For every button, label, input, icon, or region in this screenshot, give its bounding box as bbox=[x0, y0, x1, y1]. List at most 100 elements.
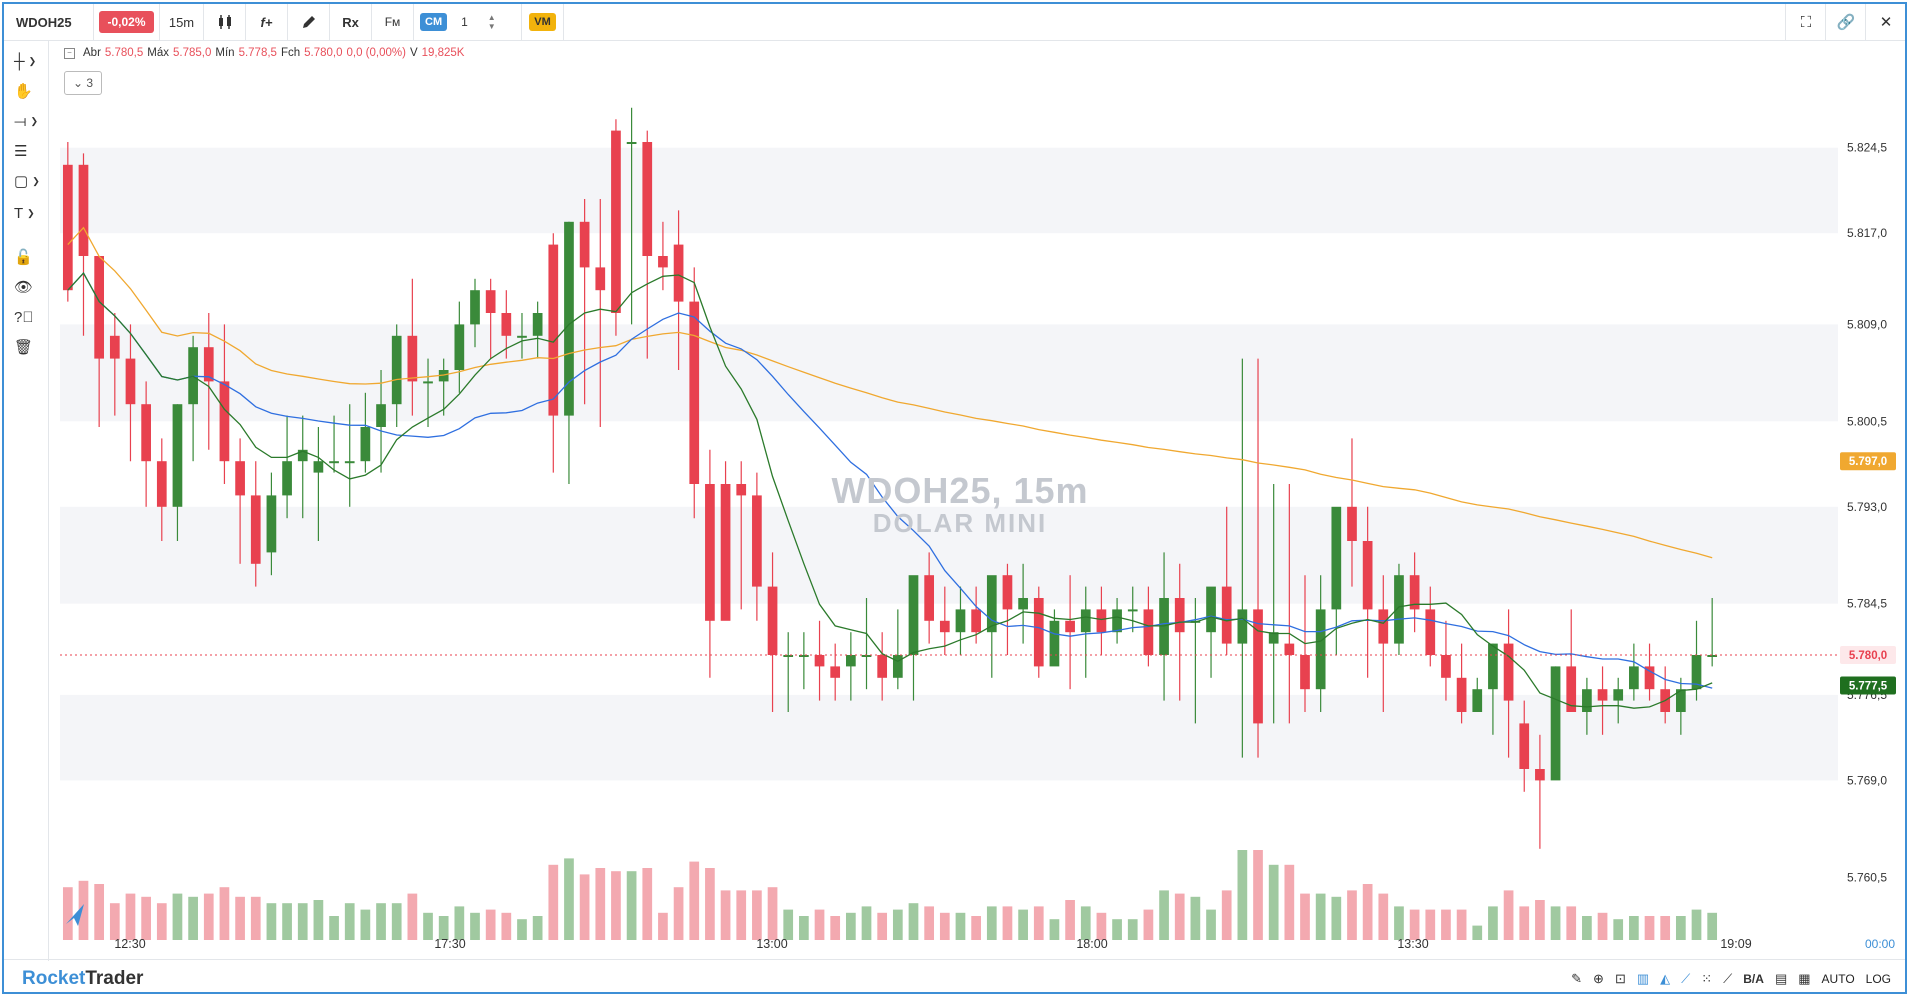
open-value: 5.780,5 bbox=[104, 47, 144, 59]
candle-body bbox=[908, 575, 919, 655]
change-badge: -0,02% bbox=[94, 4, 160, 40]
volume-bar bbox=[1284, 864, 1295, 940]
volume-bar bbox=[1441, 909, 1451, 940]
log-scale-button[interactable]: LOG bbox=[1865, 971, 1891, 986]
price-tick-label: 5.793,0 bbox=[1847, 500, 1887, 514]
symbol-selector[interactable]: WDOH25 bbox=[4, 4, 94, 40]
bid-ask-button[interactable]: B/A bbox=[1743, 971, 1764, 986]
line-icon: ⟞ bbox=[14, 112, 27, 130]
grid-icon[interactable]: ⁙ bbox=[1701, 970, 1713, 986]
volume-bar bbox=[1237, 850, 1248, 940]
candle-body bbox=[1221, 586, 1232, 644]
volume-bar bbox=[407, 893, 418, 940]
delete-tool[interactable]: 🗑 bbox=[14, 337, 40, 357]
volume-bar bbox=[1174, 893, 1185, 940]
shape-tool[interactable]: ▢ ❯ bbox=[14, 173, 40, 190]
price-chart[interactable]: 5.824,5 5.817,0 5.809,0 5.800,5 5.793,0 5.784… bbox=[0, 0, 1913, 955]
candle-body bbox=[1456, 677, 1467, 712]
quantity-stepper[interactable]: ▲ ▼ bbox=[487, 13, 496, 31]
footer-tools: ✎ ⊕ ⊡ ▥ ◭ ⟋ ⁙ ⟋ B/A ▤ ▦ AUTO LOG bbox=[1571, 960, 1891, 997]
candle-body bbox=[532, 313, 543, 336]
hand-tool[interactable]: ✋ bbox=[14, 81, 40, 101]
volume-bar bbox=[282, 903, 292, 940]
timeframe-button[interactable]: 15m bbox=[160, 4, 204, 40]
candle-body bbox=[156, 461, 167, 507]
text-tool[interactable]: T ❯ bbox=[14, 204, 35, 222]
price-tick-label: 5.769,0 bbox=[1847, 773, 1887, 787]
candle-body bbox=[1425, 609, 1436, 655]
candle-body bbox=[1378, 609, 1389, 644]
price-tick-label: 5.809,0 bbox=[1847, 317, 1887, 331]
footer-bar: RocketTrader ✎ ⊕ ⊡ ▥ ◭ ⟋ ⁙ ⟋ B/A ▤ ▦ AUT… bbox=[4, 959, 1905, 997]
volume-bar bbox=[1331, 896, 1342, 940]
volume-bar bbox=[1472, 925, 1483, 940]
cm-button[interactable]: CM bbox=[420, 13, 448, 31]
ruler-icon[interactable]: ✎ bbox=[1571, 970, 1583, 986]
bar-chart-icon[interactable]: ▥ bbox=[1636, 970, 1650, 986]
candle-body bbox=[845, 655, 856, 667]
volume-value: 19,825K bbox=[421, 47, 465, 59]
tape-icon[interactable]: ▦ bbox=[1798, 970, 1811, 986]
candle-body bbox=[1284, 643, 1295, 655]
scale-icon[interactable]: ⟋ bbox=[1723, 970, 1733, 986]
candle-body bbox=[235, 461, 245, 496]
lock-tool[interactable]: 🔓 bbox=[14, 247, 40, 267]
volume-bar bbox=[1409, 909, 1420, 940]
quantity-value[interactable]: 1 bbox=[461, 15, 468, 29]
candle-body bbox=[250, 495, 261, 564]
zoom-icon[interactable]: ⊕ bbox=[1593, 970, 1604, 986]
indicator-collapse-button[interactable]: ⌄ 3 bbox=[64, 71, 102, 95]
volume-bar bbox=[470, 912, 480, 940]
measure-icon[interactable]: ⊡ bbox=[1614, 970, 1626, 986]
visibility-tool[interactable]: 👁 bbox=[14, 277, 40, 297]
volume-bar bbox=[203, 893, 214, 940]
link-button[interactable]: 🔗 bbox=[1825, 4, 1866, 40]
vm-button[interactable]: VM bbox=[529, 13, 556, 31]
help-tool[interactable]: ?⃝ bbox=[14, 307, 40, 327]
rx-button[interactable]: Rx bbox=[330, 4, 372, 40]
candle-body bbox=[501, 313, 512, 336]
volume-bar bbox=[1347, 890, 1357, 940]
candle-body bbox=[1018, 598, 1028, 610]
ma-fast-line bbox=[67, 271, 1713, 709]
volume-bar bbox=[1096, 912, 1107, 940]
auto-scale-button[interactable]: AUTO bbox=[1821, 971, 1855, 986]
volume-bar bbox=[532, 916, 543, 940]
candle-body bbox=[642, 142, 653, 256]
high-label: Máx bbox=[147, 47, 170, 59]
brand-trader: Trader bbox=[85, 967, 144, 989]
fib-tool[interactable]: ☰ bbox=[14, 141, 40, 161]
volume-bar bbox=[564, 858, 574, 940]
draw-button[interactable] bbox=[288, 4, 330, 40]
candle-body bbox=[830, 666, 841, 678]
crosshair-icon: ┼ bbox=[14, 52, 25, 70]
volume-bar bbox=[830, 916, 841, 940]
candle-body bbox=[1597, 689, 1608, 701]
area-chart-icon[interactable]: ◭ bbox=[1660, 970, 1671, 986]
crosshair-tool[interactable]: ┼ ❯ bbox=[14, 52, 37, 70]
volume-bar bbox=[1691, 909, 1702, 940]
close-button[interactable]: ✕ bbox=[1865, 4, 1906, 40]
candle-body bbox=[1394, 575, 1404, 644]
candle-type-button[interactable] bbox=[204, 4, 246, 40]
volume-bar bbox=[266, 903, 277, 940]
candle-body bbox=[673, 244, 684, 302]
line-tool[interactable]: ⟞ ❯ bbox=[14, 112, 38, 130]
candle-body bbox=[752, 495, 762, 587]
trend-chart-icon[interactable]: ⟋ bbox=[1681, 970, 1691, 986]
volume-bar bbox=[454, 906, 465, 940]
candle-body bbox=[282, 461, 292, 496]
rectangle-icon: ▢ bbox=[14, 173, 29, 190]
help-icon: ?⃝ bbox=[14, 308, 34, 326]
book-icon[interactable]: ▤ bbox=[1774, 970, 1788, 986]
time-tick-label: 17:30 bbox=[434, 937, 465, 951]
close-icon: ✕ bbox=[1879, 14, 1893, 31]
fullscreen-button[interactable]: ⛶ bbox=[1785, 4, 1826, 40]
fm-button[interactable]: Fм bbox=[372, 4, 414, 40]
candle-body bbox=[391, 335, 402, 405]
close-label: Fch bbox=[280, 47, 301, 59]
indicators-button[interactable]: f+ bbox=[246, 4, 288, 40]
low-value: 5.778,5 bbox=[238, 47, 277, 59]
candle-body bbox=[517, 335, 527, 338]
legend-toggle[interactable]: − bbox=[64, 47, 75, 59]
